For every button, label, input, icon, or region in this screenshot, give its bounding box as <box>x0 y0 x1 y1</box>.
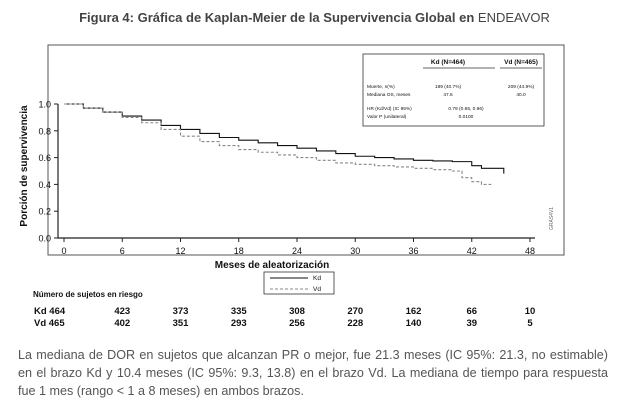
risk-cell: 66 <box>466 306 477 317</box>
risk-cell: 39 <box>466 318 477 329</box>
stats-row-kd: 0.0100 <box>459 114 474 120</box>
x-axis-ticks: 0 6 12 18 24 30 36 42 48 <box>61 238 535 256</box>
y-axis-label: Porción de supervivencia <box>19 105 30 227</box>
stats-col-kd: Kd (N=464) <box>431 59 465 66</box>
stats-col-vd: Vd (N=465) <box>504 59 538 66</box>
y-tick-label: 0.8 <box>38 126 51 136</box>
risk-cell: 140 <box>406 318 422 329</box>
x-tick-label: 18 <box>234 246 244 256</box>
x-tick-label: 36 <box>408 246 418 256</box>
y-tick-label: 0.2 <box>38 207 51 217</box>
km-line-kd <box>64 103 505 174</box>
risk-cell: 373 <box>173 306 189 317</box>
risk-cell: 423 <box>114 306 130 317</box>
risk-cell: 308 <box>289 306 305 317</box>
caption-paragraph: La mediana de DOR en sujetos que alcanza… <box>18 348 608 398</box>
x-tick-label: 6 <box>120 246 125 256</box>
risk-cell: 228 <box>347 318 363 329</box>
risk-cell: 10 <box>525 306 536 317</box>
stats-row-vd: 209 (44.9%) <box>508 84 535 90</box>
y-axis-ticks: 0.0 0.2 0.4 0.6 0.8 1.0 <box>38 100 58 244</box>
risk-cell: 402 <box>114 318 130 329</box>
legend: Kd Vd <box>263 271 335 295</box>
risk-row-label: Kd 464 <box>34 306 66 317</box>
risk-cell: 256 <box>289 318 305 329</box>
risk-cell: 335 <box>231 306 248 317</box>
risk-cell: 270 <box>347 306 363 317</box>
risk-table: Kd 464 423 373 335 308 270 162 66 10 Vd 465 402 351… <box>34 306 535 329</box>
watermark: GRAS4V1 <box>549 207 555 230</box>
y-tick-label: 0.6 <box>38 153 51 163</box>
km-chart: 0.0 0.2 0.4 0.6 0.8 1.0 0 6 12 18 24 30 36 42 48 Porc… <box>19 44 565 329</box>
risk-row-label: Vd 465 <box>34 318 65 329</box>
stats-row-label: Valor P (unilateral) <box>367 114 407 120</box>
legend-label-kd: Kd <box>313 275 321 282</box>
figure-title: Figura 4: Gráfica de Kaplan-Meier de la … <box>0 10 629 25</box>
stats-table: Kd (N=464) Vd (N=465) Muerte, n(%) 189 (… <box>362 53 545 127</box>
y-tick-label: 1.0 <box>38 100 51 110</box>
y-tick-label: 0.4 <box>38 180 51 190</box>
km-line-vd <box>64 103 492 185</box>
x-tick-label: 30 <box>350 246 360 256</box>
figure-title-plain: ENDEAVOR <box>477 10 550 25</box>
chart-frame <box>47 44 565 256</box>
stats-row-kd: 0.79 (0.65, 0.96) <box>448 106 484 112</box>
legend-label-vd: Vd <box>313 286 321 293</box>
risk-cell: 5 <box>527 318 533 329</box>
risk-cell: 293 <box>231 318 247 329</box>
stats-row-kd: 189 (40.7%) <box>435 84 462 90</box>
km-series <box>64 103 505 185</box>
y-tick-label: 0.0 <box>38 234 51 244</box>
stats-row-kd: 47.6 <box>443 92 453 98</box>
stats-row-label: HR (Kd/Vd) (IC 95%) <box>367 106 412 112</box>
stats-row-vd: 40.0 <box>516 92 526 98</box>
risk-table-title: Número de sujetos en riesgo <box>33 290 143 299</box>
x-tick-label: 12 <box>175 246 185 256</box>
x-tick-label: 0 <box>61 246 66 256</box>
stats-row-label: Mediana OS, meses <box>367 92 411 98</box>
x-tick-label: 42 <box>467 246 477 256</box>
figure-title-bold: Figura 4: Gráfica de Kaplan-Meier de la … <box>79 10 475 25</box>
x-tick-label: 24 <box>292 246 302 256</box>
risk-cell: 351 <box>173 318 190 329</box>
x-tick-label: 48 <box>525 246 535 256</box>
stats-row-label: Muerte, n(%) <box>367 84 395 90</box>
x-axis-label: Meses de aleatorización <box>215 260 330 271</box>
risk-cell: 162 <box>406 306 422 317</box>
